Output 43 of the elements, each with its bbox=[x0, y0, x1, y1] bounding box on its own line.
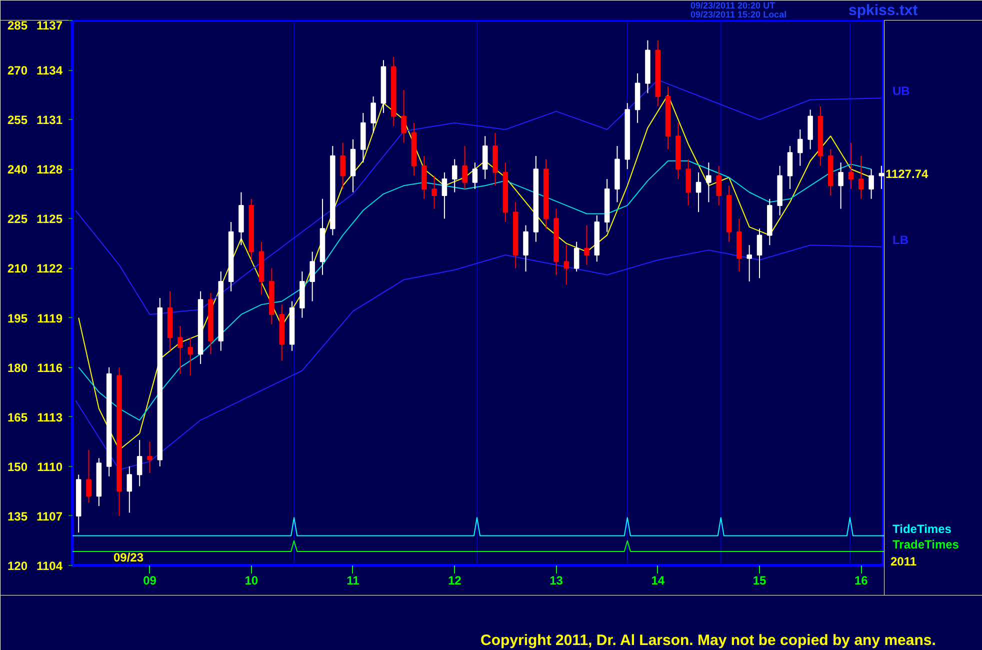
y-tick-label: 1113 bbox=[37, 410, 63, 424]
y-tick-label: 1122 bbox=[36, 262, 63, 276]
y-tick-label: 1128 bbox=[36, 162, 63, 177]
text: 09/23/2011 20:20 UT bbox=[690, 0, 776, 10]
y2-tick-label: 210 bbox=[7, 262, 28, 276]
y2-tick-label: 180 bbox=[7, 360, 28, 375]
y2-tick-label: 285 bbox=[7, 18, 28, 32]
annotation: 1127.74 bbox=[885, 166, 928, 181]
y2-tick-label: 255 bbox=[7, 113, 28, 128]
y-tick-label: 1137 bbox=[36, 18, 63, 32]
x-tick-label: 12 bbox=[448, 574, 462, 588]
y2-tick-label: 135 bbox=[7, 509, 28, 524]
text: Copyright 2011, Dr. Al Larson. May not be copied by any means. bbox=[480, 632, 936, 649]
x-tick-label: 15 bbox=[752, 574, 766, 588]
y-tick-label: 1104 bbox=[36, 559, 63, 573]
y-tick-label: 1131 bbox=[36, 113, 63, 128]
series-label: LB bbox=[892, 232, 909, 247]
x-tick-label: 09 bbox=[143, 574, 157, 588]
y2-tick-label: 240 bbox=[7, 162, 28, 177]
y-tick-label: 1134 bbox=[36, 64, 63, 78]
x-tick-label: 10 bbox=[244, 574, 258, 588]
y2-tick-label: 195 bbox=[7, 311, 28, 326]
y2-tick-label: 165 bbox=[7, 410, 28, 424]
series-label: TideTimes bbox=[892, 522, 952, 536]
y2-tick-label: 225 bbox=[7, 212, 28, 226]
x-tick-label: 11 bbox=[346, 574, 360, 588]
y-tick-label: 1116 bbox=[37, 360, 63, 375]
annotation: 09/23 bbox=[114, 550, 144, 564]
y-tick-label: 1110 bbox=[37, 460, 63, 474]
series-label: UB bbox=[892, 84, 910, 98]
series-label: TradeTimes bbox=[892, 537, 960, 552]
text: spkiss.txt bbox=[848, 2, 918, 19]
x-tick-label: 13 bbox=[550, 574, 564, 588]
y2-tick-label: 120 bbox=[7, 559, 28, 573]
y-tick-label: 1125 bbox=[36, 212, 63, 226]
x-tick-label: 16 bbox=[854, 574, 868, 588]
x-tick-label: 14 bbox=[651, 574, 665, 588]
y-tick-label: 1119 bbox=[37, 311, 63, 326]
y2-tick-label: 150 bbox=[7, 460, 28, 474]
text: 09/23/2011 15:20 Local bbox=[690, 10, 787, 20]
y2-tick-label: 270 bbox=[7, 64, 28, 78]
y-tick-label: 1107 bbox=[36, 509, 63, 524]
text: 2011 bbox=[890, 554, 917, 568]
